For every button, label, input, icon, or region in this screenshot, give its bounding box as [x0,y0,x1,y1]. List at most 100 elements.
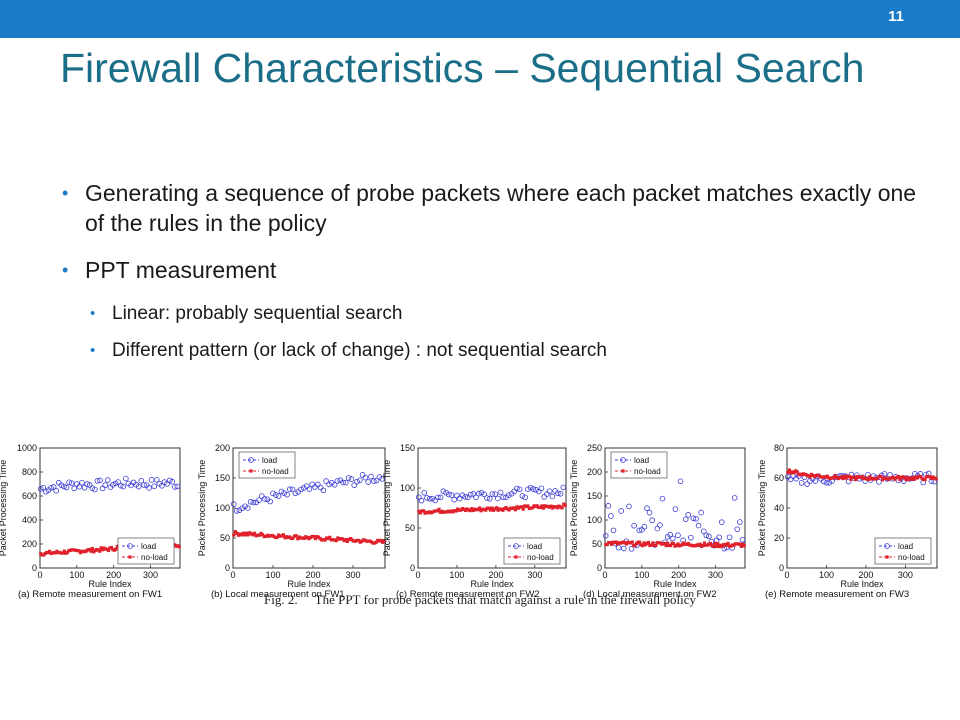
x-tick-label: 200 [488,570,503,580]
y-tick-label: 150 [400,443,415,453]
load-point [478,489,485,496]
legend-label: load [141,542,156,551]
load-point [68,480,75,486]
load-point [334,478,341,484]
load-point [475,490,482,497]
no-load-point [501,508,505,512]
load-point [527,484,534,491]
y-axis-label: Packet Processing Time [382,460,392,557]
load-point [120,483,127,490]
x-tick-label: 0 [784,570,789,580]
legend-box [874,537,932,565]
no-load-point [702,541,707,545]
no-load-point [77,549,81,553]
no-load-point [313,536,317,541]
load-point [535,488,542,495]
load-point [421,489,428,496]
load-point [462,493,468,500]
no-load-point [345,539,349,543]
load-point [320,487,327,494]
no-load-point [716,542,720,546]
load-point [700,528,707,535]
no-load-point [786,470,790,475]
no-load-point [454,509,458,513]
bullet-text: PPT measurement [85,257,277,283]
y-tick-label: 1000 [17,443,37,453]
load-point [546,488,553,494]
load-point [289,486,296,493]
load-point [557,490,564,497]
load-point [245,505,251,511]
load-point [826,479,833,486]
load-point [489,491,496,497]
load-point [348,476,355,482]
no-load-point [642,541,646,545]
no-load-point [526,504,530,508]
bullet-dot: • [62,260,69,280]
load-point [500,494,507,501]
load-point [440,488,447,494]
load-point [172,484,178,490]
no-load-point [61,551,65,555]
load-point [317,484,324,491]
load-point [236,507,243,514]
no-load-point [253,531,257,535]
load-point [48,485,54,491]
load-point [92,486,98,493]
no-load-point [421,509,426,513]
no-load-point [470,507,474,511]
load-point [618,508,625,514]
no-load-point [374,540,378,544]
bullet-item: • Generating a sequence of probe packets… [60,178,920,238]
load-point [267,498,274,505]
load-point [424,495,430,501]
no-load-point [344,538,348,542]
load-point [865,471,871,478]
no-load-point [379,538,383,543]
no-load-point [323,538,327,542]
legend-marker [128,555,132,559]
no-load-point [624,542,628,546]
x-tick-label: 300 [527,570,542,580]
panel-caption: (d) Local measurement on FW2 [583,589,717,600]
legend-label: no-load [141,553,168,562]
no-load-point [680,543,684,547]
no-load-point [808,475,812,479]
load-point [646,509,653,516]
load-point [459,492,466,499]
no-load-point [787,468,791,472]
load-point [239,505,246,512]
load-point [514,485,520,492]
bullet-dot: • [90,305,96,322]
load-point [104,477,111,483]
no-load-point [701,544,705,548]
load-point [657,522,663,528]
y-tick-label: 50 [592,539,602,549]
no-load-point [240,533,244,537]
load-point [555,490,561,497]
y-tick-label: 0 [779,563,784,573]
load-point [695,522,702,529]
no-load-point [651,541,655,545]
no-load-point [742,544,746,548]
x-tick-label: 100 [265,570,280,580]
no-load-point [671,542,676,546]
x-tick-label: 0 [37,570,42,580]
no-load-point [833,473,837,478]
bullet-dot: • [62,183,69,203]
load-point [345,475,352,481]
no-load-point [663,541,667,546]
load-point [281,490,288,496]
load-point [123,475,129,482]
load-point [429,495,436,502]
no-load-point [62,549,66,553]
load-point [323,478,330,484]
load-point [812,478,819,484]
load-point [340,479,346,486]
load-point [258,493,265,499]
sub-bullet-item: • Different pattern (or lack of change) … [60,339,920,363]
load-point [667,531,674,538]
load-point [451,496,458,503]
no-load-point [563,503,567,507]
